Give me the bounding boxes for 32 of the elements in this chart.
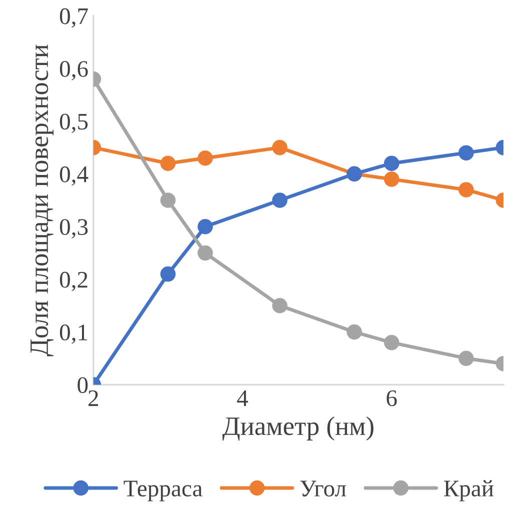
y-axis-title: Доля площади поверхности [30, 44, 54, 356]
point [272, 192, 288, 208]
point [272, 298, 288, 314]
point [272, 140, 288, 156]
point [198, 150, 213, 166]
point [198, 245, 213, 261]
y-tick-label: 0,6 [60, 61, 88, 80]
point [160, 156, 176, 172]
point [458, 182, 474, 198]
point [458, 145, 474, 160]
point [198, 218, 213, 234]
point [384, 156, 400, 172]
point [384, 334, 400, 350]
point [346, 324, 362, 340]
y-tick-label: 0,5 [60, 114, 88, 134]
x-tick-label: 6 [386, 390, 397, 406]
y-tick-label: 0,1 [60, 324, 88, 344]
y-tick-label: 0,7 [60, 8, 88, 28]
x-tick-label: 4 [237, 390, 248, 406]
point [384, 172, 400, 187]
y-tick-label: 0,3 [60, 219, 88, 238]
point [160, 266, 176, 282]
point [160, 192, 176, 208]
y-tick-label: 0,4 [60, 166, 88, 186]
y-tick-label: 0 [78, 377, 88, 394]
x-tick-label: 2 [88, 390, 98, 406]
legend-label: Терраса [124, 480, 202, 502]
legend-label: Угол [300, 480, 346, 496]
y-tick-label: 0,2 [60, 272, 88, 292]
x-axis-title: Диаметр (нм) [222, 416, 374, 440]
legend-label: Край [444, 480, 494, 502]
point [458, 350, 474, 366]
